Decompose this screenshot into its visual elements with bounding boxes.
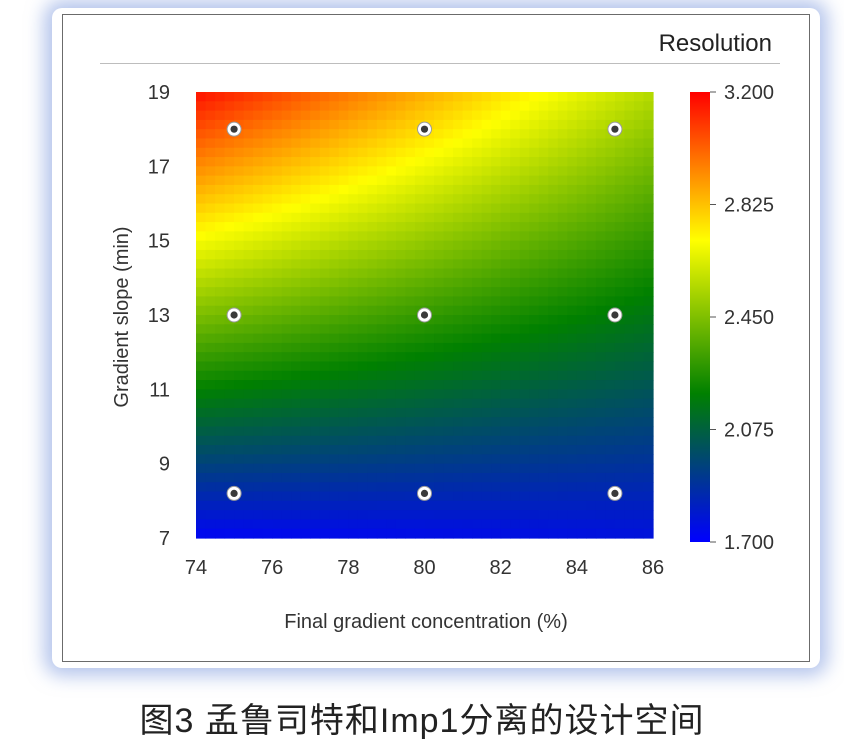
y-tick-label: 15 — [148, 231, 170, 253]
colorbar-tick-label: 2.075 — [724, 420, 774, 442]
y-tick-label: 13 — [148, 305, 170, 327]
x-tick-label: 82 — [490, 557, 512, 579]
x-tick-label: 78 — [337, 557, 359, 579]
figure-caption: 图3 孟鲁司特和Imp1分离的设计空间 — [139, 702, 705, 740]
design-point — [607, 121, 623, 137]
design-point — [226, 121, 242, 137]
design-point — [417, 307, 432, 323]
y-tick-label: 19 — [148, 82, 170, 104]
colorbar-tick-label: 2.825 — [724, 195, 774, 217]
colorbar-tick-label: 1.700 — [724, 532, 774, 554]
colorbar-tick-label: 3.200 — [724, 82, 774, 104]
design-point — [607, 307, 623, 323]
colorbar — [690, 92, 710, 542]
design-point — [417, 121, 432, 137]
title-divider — [100, 63, 780, 64]
colorbar-ticks: 3.200 2.825 2.450 2.075 1.700 — [710, 82, 774, 554]
x-tick-label: 80 — [413, 557, 435, 579]
x-tick-label: 84 — [566, 557, 588, 579]
x-tick-label: 86 — [642, 557, 664, 579]
x-axis-label: Final gradient concentration (%) — [284, 611, 567, 633]
y-tick-label: 7 — [159, 528, 170, 550]
y-axis-label: Gradient slope (min) — [111, 226, 133, 407]
design-points — [226, 121, 623, 501]
response-surface — [196, 92, 654, 539]
design-point — [417, 485, 432, 501]
design-point — [226, 485, 242, 501]
x-tick-label: 74 — [185, 557, 207, 579]
design-point — [226, 307, 242, 323]
y-tick-label: 9 — [159, 454, 170, 476]
y-tick-label: 17 — [148, 156, 170, 178]
colorbar-tick-label: 2.450 — [724, 307, 774, 329]
x-axis: 74 76 78 80 82 84 86 — [185, 557, 664, 579]
y-tick-label: 11 — [149, 379, 170, 401]
design-point — [607, 485, 623, 501]
y-axis: 7 9 11 13 15 17 19 — [148, 82, 170, 550]
chart-title: Resolution — [658, 30, 772, 57]
x-tick-label: 76 — [261, 557, 283, 579]
